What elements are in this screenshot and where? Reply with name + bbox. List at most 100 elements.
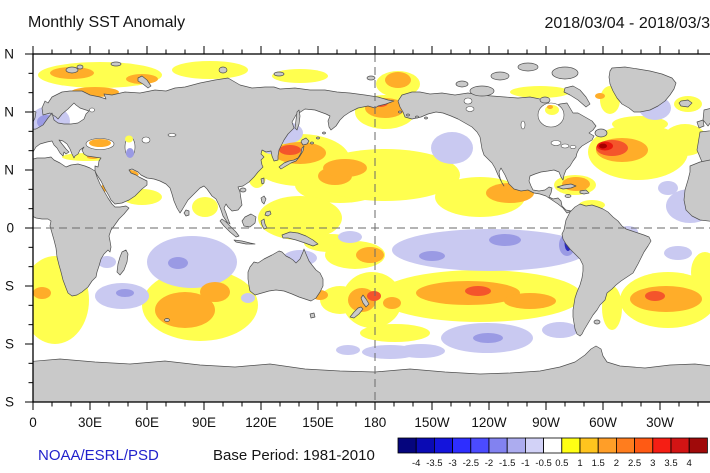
anomaly-blob <box>473 333 503 343</box>
island <box>455 80 469 88</box>
anomaly-blob <box>320 286 360 314</box>
island <box>490 71 510 81</box>
colorbar-tick-label: 2.5 <box>628 458 641 469</box>
landmass <box>309 312 316 319</box>
anomaly-blob <box>383 297 401 309</box>
anomaly-blob <box>241 293 255 303</box>
colorbar-tick-label: -0.5 <box>535 458 551 469</box>
anomaly-blob <box>172 61 248 79</box>
credit-noaa-esrl-psd: NOAA/ESRL/PSD <box>38 447 159 464</box>
island <box>469 85 495 97</box>
anomaly-blob <box>510 86 570 98</box>
lat-tick-label: S <box>5 395 14 410</box>
inland-sea <box>560 143 570 149</box>
anomaly-blob <box>664 246 692 260</box>
anomaly-blob <box>126 148 134 158</box>
island <box>322 131 326 135</box>
landmass <box>683 159 710 222</box>
anomaly-blob <box>612 116 668 132</box>
landmass <box>678 99 693 108</box>
island <box>110 61 122 67</box>
colorbar-segment <box>415 437 435 454</box>
colorbar-segment <box>433 437 453 454</box>
landmass <box>137 75 152 89</box>
colorbar-tick-label: 3 <box>650 458 655 469</box>
colorbar-segment <box>670 437 690 454</box>
anomaly-blob <box>663 124 707 156</box>
colorbar-segment <box>652 437 672 454</box>
island <box>316 136 320 140</box>
lon-tick-label: 60E <box>135 415 159 430</box>
landmass <box>33 77 395 225</box>
colorbar-segment <box>688 437 708 454</box>
date-range: 2018/03/04 - 2018/03/3 <box>544 15 710 32</box>
axis-ticks <box>25 46 699 410</box>
anomaly-blob <box>33 287 51 299</box>
colorbar-tick-label: -1 <box>521 458 529 469</box>
island <box>239 187 247 193</box>
landmass <box>300 137 310 146</box>
island <box>564 194 572 198</box>
landmass <box>561 203 652 337</box>
colorbar-tick-label: 3.5 <box>664 458 677 469</box>
lat-axis-labels: N N N 0 S S S <box>4 47 14 410</box>
base-period-label: Base Period: 1981-2010 <box>213 447 375 464</box>
landmass <box>247 248 324 302</box>
anomaly-blob <box>599 143 607 149</box>
island <box>424 116 428 120</box>
inland-sea <box>569 145 577 149</box>
landmass <box>241 213 257 228</box>
island <box>218 66 228 74</box>
anomaly-blob <box>272 69 328 83</box>
anomaly-blob <box>336 345 360 355</box>
lon-tick-label: 150E <box>302 415 334 430</box>
colorbar-segment <box>561 437 581 454</box>
island <box>551 66 579 80</box>
island <box>76 64 84 70</box>
lat-tick-label: S <box>5 279 14 294</box>
anomaly-blob <box>431 132 473 164</box>
lon-tick-label: 150W <box>414 415 450 430</box>
colorbar-tick-label: 4 <box>687 458 692 469</box>
lon-tick-label: 120E <box>245 415 277 430</box>
lon-tick-label: 60W <box>589 415 617 430</box>
colorbar-tick-label: 1 <box>577 458 582 469</box>
colorbar-tick-label: -1.5 <box>499 458 515 469</box>
landmass <box>608 66 677 113</box>
anomaly-blob <box>595 93 605 99</box>
anomaly-blob <box>89 139 111 147</box>
island <box>366 75 376 81</box>
landmass <box>702 108 710 127</box>
colorbar-segment <box>452 437 472 454</box>
colorbar-tick-label: 0.5 <box>555 458 568 469</box>
inland-anomaly-layer <box>89 105 559 158</box>
lat-tick-label: N <box>4 163 14 178</box>
landmass <box>563 85 591 108</box>
landmass <box>233 239 256 245</box>
lat-tick-label: N <box>4 47 14 62</box>
colorbar-segment <box>597 437 617 454</box>
landmass <box>278 145 305 170</box>
landmass <box>33 110 37 123</box>
anomaly-blob <box>362 345 418 359</box>
inland-sea <box>520 120 526 130</box>
colorbar-segment <box>397 437 417 454</box>
colorbar-segment <box>543 437 563 454</box>
lon-tick-label: 120W <box>471 415 507 430</box>
colorbar-labels: -4 -3.5 -3 -2.5 -2 -1.5 -1 -0.5 0.5 1 1.5 2 2.5 3 3.5 4 <box>412 458 692 469</box>
colorbar-segment <box>470 437 490 454</box>
anomaly-blob <box>147 236 237 288</box>
inland-sea <box>167 133 177 137</box>
anomaly-blob <box>200 282 230 302</box>
land-layer <box>33 61 710 402</box>
landmass <box>360 294 370 308</box>
anomaly-blob <box>691 252 710 292</box>
island <box>539 96 551 104</box>
anomaly-blob <box>385 72 411 88</box>
island <box>310 141 314 145</box>
anomaly-blob <box>116 289 134 297</box>
island <box>273 71 285 77</box>
anomaly-blob <box>192 197 218 217</box>
anomaly-blob <box>98 256 116 268</box>
